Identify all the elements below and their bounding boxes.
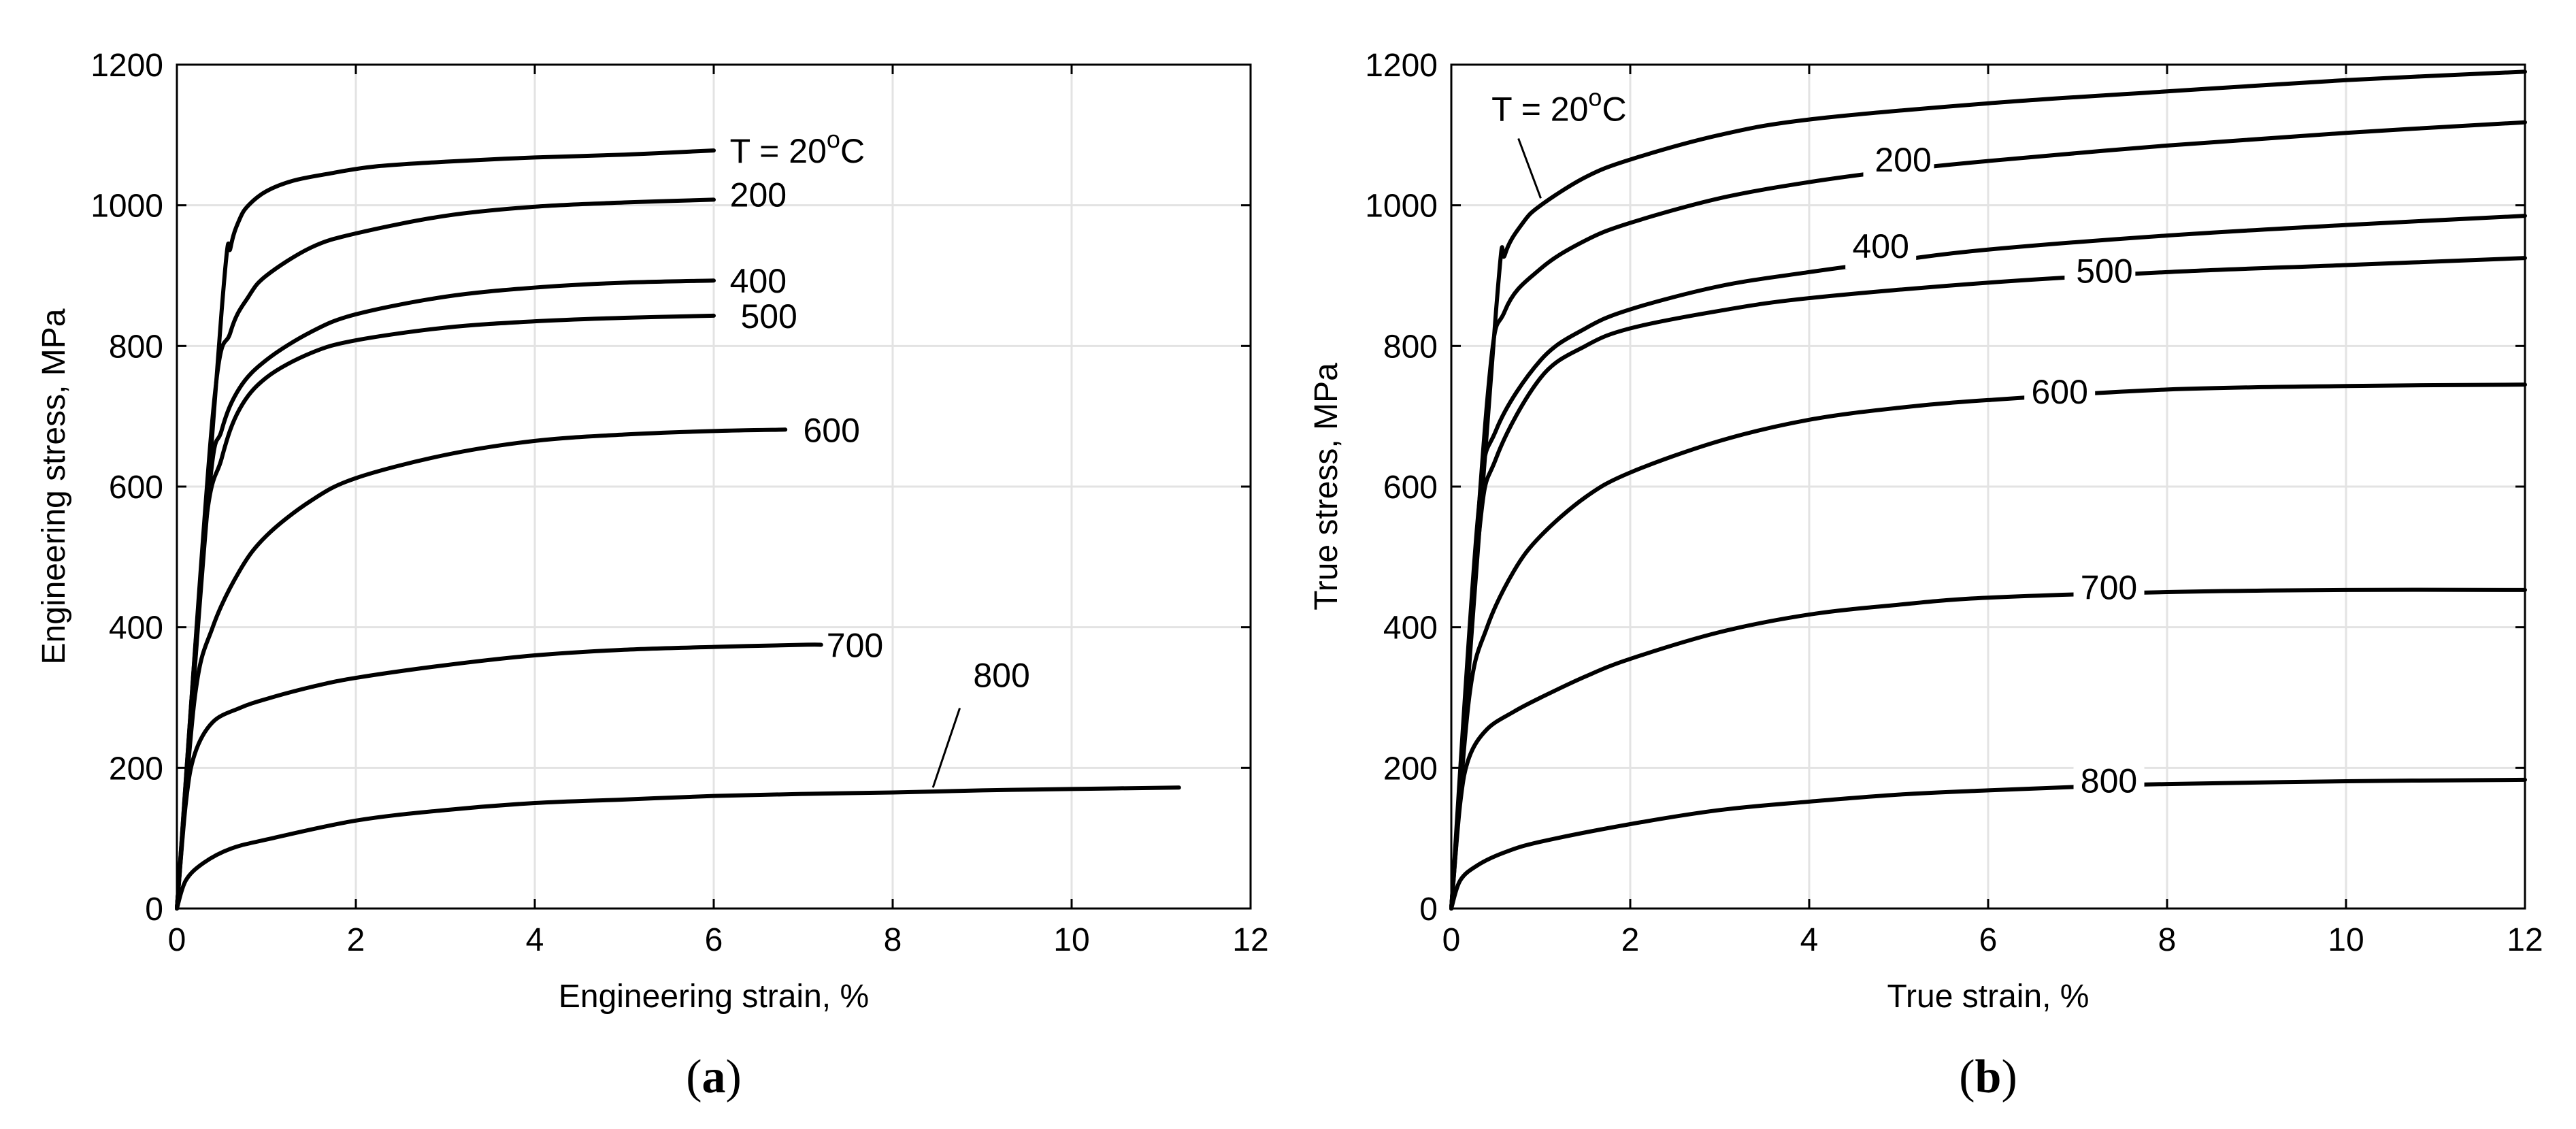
curve-label: 400 (730, 262, 787, 300)
label-gap (1863, 143, 1934, 183)
y-axis-label: True stress, MPa (1308, 363, 1344, 610)
panel-label: (a) (686, 1051, 742, 1103)
y-tick-label: 0 (145, 891, 163, 928)
series-line-500 (175, 313, 716, 911)
x-tick-label: 12 (2507, 922, 2543, 958)
label-gap (1845, 229, 1917, 269)
curve-label: 800 (2081, 762, 2137, 800)
y-axis-label: Engineering stress, MPa (36, 308, 72, 664)
series-line-800 (1449, 777, 2527, 911)
label-gap (2073, 570, 2145, 610)
x-tick-label: 0 (1442, 922, 1461, 958)
x-tick-label: 6 (705, 922, 723, 958)
x-tick-label: 0 (168, 922, 186, 958)
x-axis-label: Engineering strain, % (559, 979, 869, 1015)
series-line-400 (1449, 214, 2527, 911)
y-tick-label: 200 (109, 751, 163, 787)
y-tick-label: 0 (1419, 891, 1438, 928)
x-tick-label: 8 (884, 922, 902, 958)
y-tick-label: 800 (109, 329, 163, 365)
curve-label: 700 (827, 627, 883, 665)
curve-label: 500 (2076, 252, 2132, 290)
series-line-t-20 (175, 148, 716, 911)
x-axis-label: True strain, % (1887, 979, 2090, 1015)
x-tick-label: 6 (1979, 922, 1998, 958)
curve-label: 500 (740, 297, 797, 336)
label-gap (2064, 254, 2136, 294)
curve-label: 700 (2081, 568, 2137, 606)
series-line-600 (175, 427, 788, 911)
y-tick-label: 400 (1383, 610, 1438, 647)
series-line-700 (1449, 587, 2527, 911)
y-tick-label: 1000 (1365, 189, 1438, 225)
curve-label: T = 20oC (730, 125, 865, 170)
y-tick-label: 1000 (90, 189, 163, 225)
curve-label: 800 (973, 657, 1029, 695)
panel-a: 0 2 4 6 8 10 12 0 200 400 600 800 1000 1200 Engineerin… (36, 48, 1269, 1103)
panel-b: 0 2 4 6 8 10 12 0 200 400 600 800 1000 1200 True strai… (1308, 48, 2543, 1103)
curve-label: T = 20oC (1491, 84, 1626, 129)
series-line-600 (1449, 382, 2527, 911)
y-tick-label: 1200 (90, 48, 163, 84)
panel-label: (b) (1959, 1051, 2017, 1103)
x-tick-label: 2 (1621, 922, 1640, 958)
label-gap (2024, 375, 2096, 415)
y-tick-label: 400 (109, 610, 163, 647)
curve-label: 400 (1852, 227, 1909, 265)
series-line-700 (175, 642, 823, 911)
y-tick-label: 1200 (1365, 48, 1438, 84)
y-tick-label: 600 (109, 470, 163, 506)
series-line-t-20 (1449, 69, 2527, 911)
label-gap (2073, 764, 2145, 804)
x-tick-label: 8 (2158, 922, 2177, 958)
curve-label: 200 (1875, 141, 1931, 179)
x-tick-label: 10 (1053, 922, 1089, 958)
x-tick-label: 2 (347, 922, 365, 958)
y-tick-label: 200 (1383, 751, 1438, 787)
label-leader-line (1517, 137, 1542, 199)
series-line-800 (175, 785, 1181, 911)
x-tick-label: 10 (2328, 922, 2364, 958)
series-line-200 (175, 197, 716, 911)
curve-label: 600 (2031, 373, 2087, 411)
y-tick-label: 800 (1383, 329, 1438, 365)
series-line-500 (1449, 256, 2527, 911)
x-tick-label: 4 (1800, 922, 1819, 958)
x-tick-label: 4 (526, 922, 544, 958)
curve-label: 600 (804, 411, 860, 449)
y-tick-label: 600 (1383, 470, 1438, 506)
curve-label: 200 (730, 176, 787, 214)
series-line-400 (175, 278, 716, 911)
series-line-200 (1449, 120, 2527, 911)
x-tick-label: 12 (1232, 922, 1268, 958)
label-leader-line (931, 708, 961, 788)
